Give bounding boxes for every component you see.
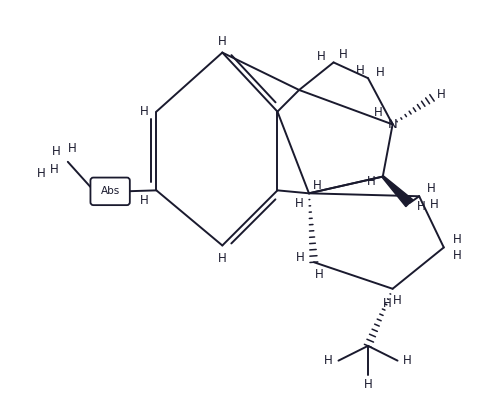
- Text: H: H: [393, 294, 402, 307]
- Text: H: H: [218, 252, 227, 265]
- Text: H: H: [218, 35, 227, 48]
- Text: H: H: [417, 200, 426, 213]
- Text: H: H: [313, 179, 321, 192]
- Text: Abs: Abs: [100, 186, 120, 196]
- Text: H: H: [436, 88, 445, 101]
- Text: H: H: [383, 297, 392, 310]
- Text: H: H: [403, 354, 412, 367]
- Text: H: H: [50, 163, 58, 176]
- Text: H: H: [37, 167, 46, 180]
- Text: H: H: [364, 378, 373, 391]
- Text: N: N: [388, 118, 397, 131]
- Text: H: H: [427, 182, 435, 195]
- Text: H: H: [52, 145, 60, 158]
- Text: H: H: [356, 64, 364, 77]
- Text: H: H: [453, 249, 462, 262]
- Text: H: H: [324, 354, 333, 367]
- Text: H: H: [367, 175, 375, 188]
- Text: H: H: [140, 105, 149, 118]
- Text: H: H: [375, 66, 384, 79]
- Text: H: H: [318, 50, 326, 63]
- Text: H: H: [453, 233, 462, 246]
- Text: H: H: [430, 198, 438, 211]
- Text: H: H: [140, 194, 149, 207]
- Text: H: H: [315, 268, 323, 281]
- Text: H: H: [68, 141, 77, 154]
- Text: H: H: [296, 251, 304, 264]
- Text: H: H: [295, 196, 303, 209]
- Polygon shape: [382, 176, 413, 207]
- Text: H: H: [339, 48, 348, 61]
- FancyBboxPatch shape: [91, 178, 130, 205]
- Text: H: H: [374, 106, 382, 119]
